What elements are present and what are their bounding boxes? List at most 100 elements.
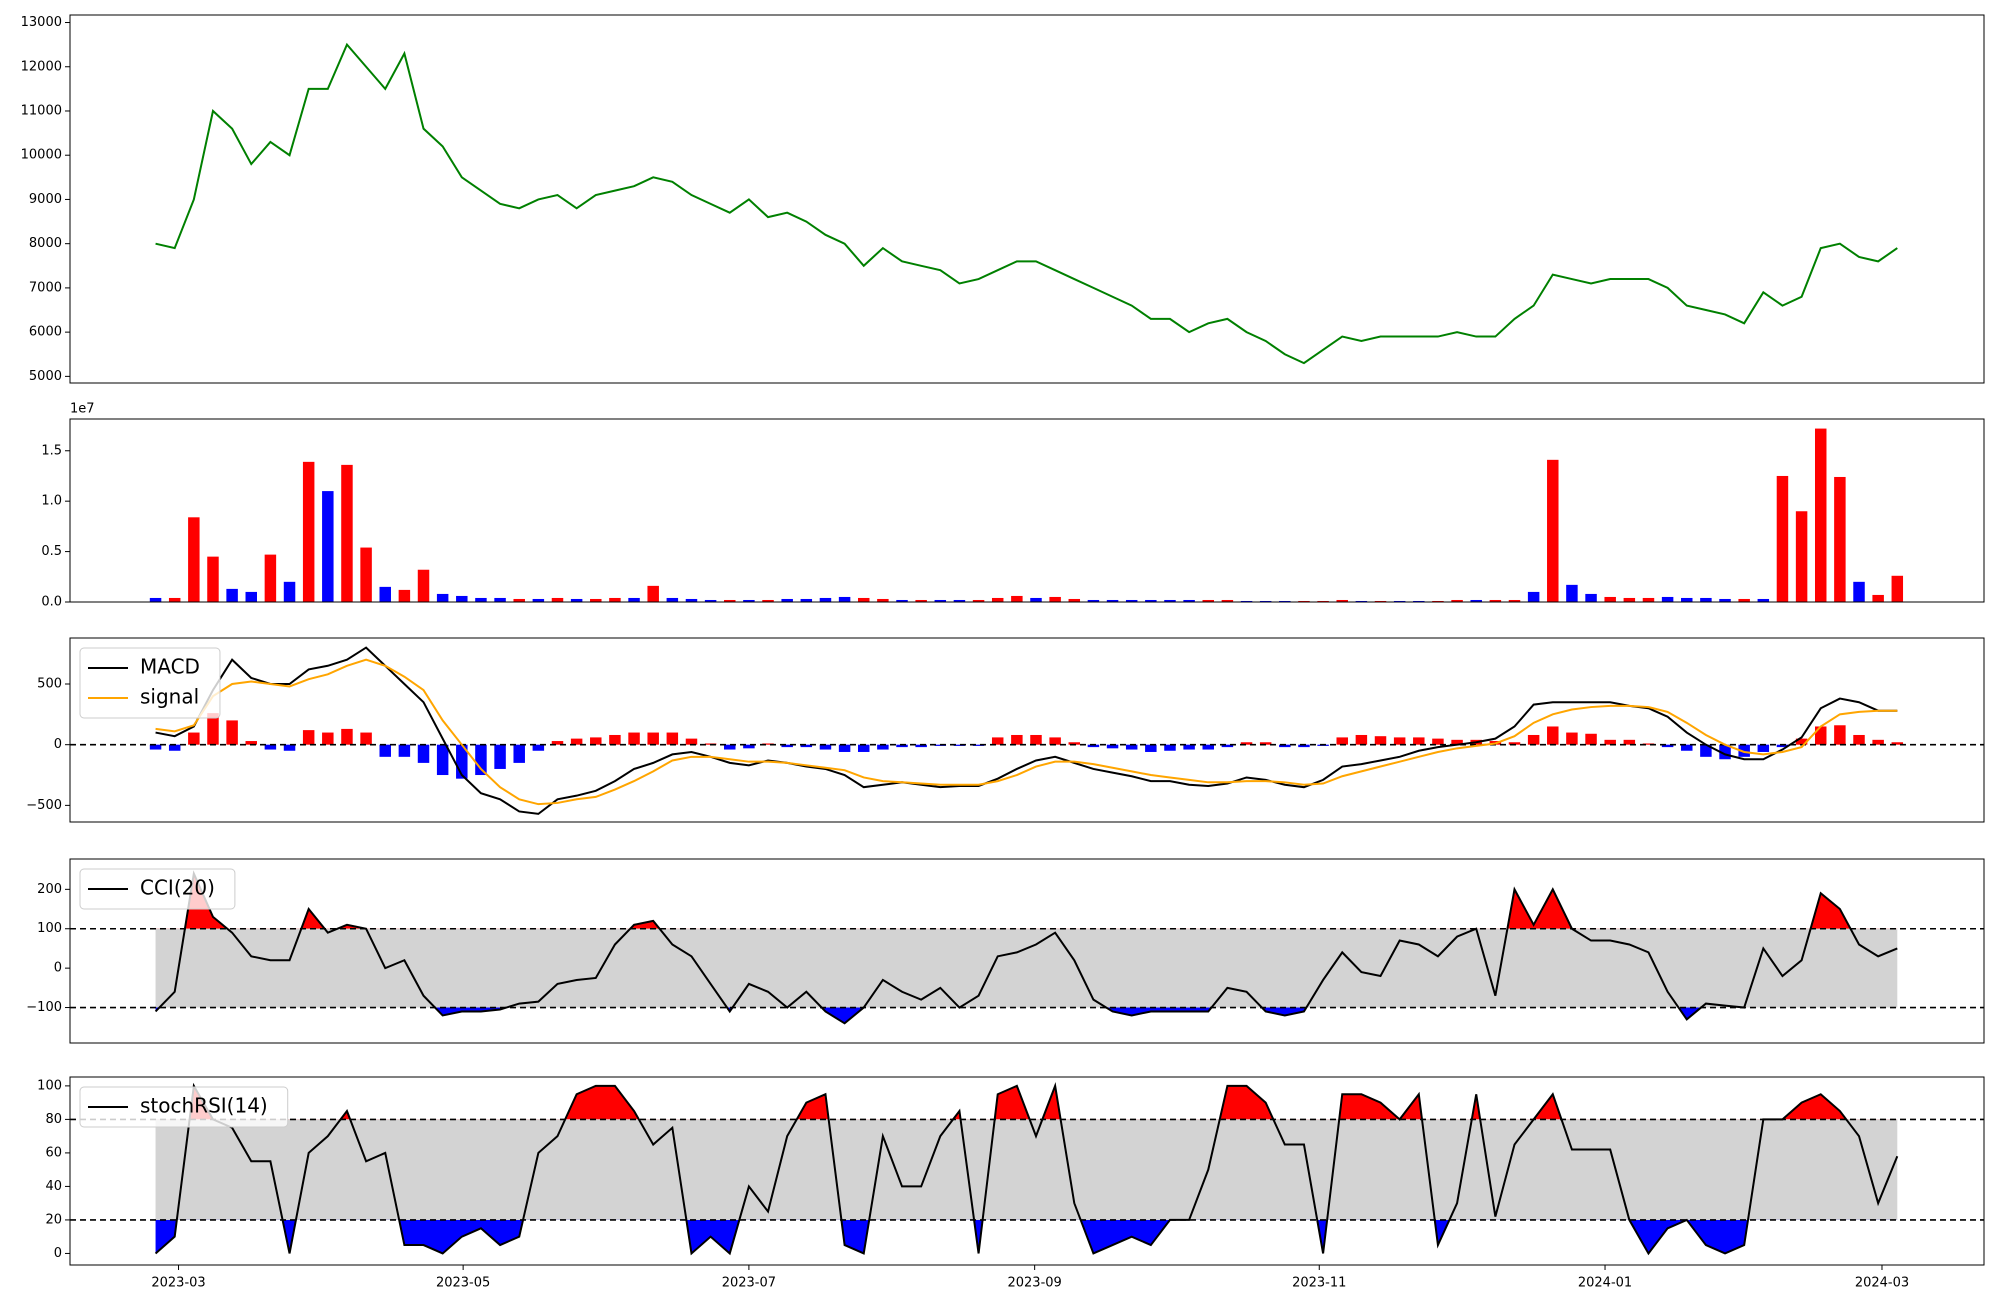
histogram-bar [647,732,659,745]
volume-bar [628,597,640,602]
histogram-bar [570,738,583,745]
volume-bar [398,589,411,602]
volume-bar [1125,599,1138,602]
volume-bar [149,597,162,602]
neutral-band [155,1119,1898,1220]
panel: 0 20 40 60 80 100 2023-03 2023-05 2023-07 2023-09… [37,1076,1985,1291]
histogram-bar [1795,738,1808,745]
y-tick-label: 200 [37,882,62,897]
y-tick-label: 9000 [29,192,62,207]
x-tick-label: 2023-09 [1007,1276,1061,1291]
histogram-bar [245,741,257,745]
volume-bar [379,586,391,602]
volume-bar [1719,598,1731,602]
legend-label: MACD [140,655,200,679]
histogram-bar [1814,726,1827,745]
volume-bar [283,581,296,602]
y-tick-label: 13000 [21,15,62,30]
y-tick-label: 7000 [29,280,62,295]
histogram-bar [1776,744,1789,748]
volume-bar [1795,511,1808,602]
volume-bar [953,599,966,602]
histogram-bar [551,741,564,745]
histogram-bar [1891,742,1904,745]
histogram-bar [953,744,966,746]
volume-bar [1470,599,1482,602]
y-tick-label: 0.5 [41,544,62,559]
volume-bar [896,599,908,602]
volume-bar [819,597,832,602]
y-tick-label: −500 [26,798,62,813]
volume-bar [666,597,679,602]
volume-bar [1049,596,1061,602]
legend: MACD signal [79,647,221,719]
histogram-bar [590,737,602,745]
y-tick-label: −100 [26,1000,62,1015]
volume-bar [1700,597,1712,602]
volume-bar [417,569,430,602]
histogram-bar [1259,742,1272,745]
y-tick-label: 0.0 [41,595,62,610]
x-tick-label: 2023-07 [722,1276,776,1291]
volume-bar [1489,599,1502,602]
volume-bar [456,595,468,602]
series-line [155,646,1898,815]
volume-bar [1681,597,1693,602]
histogram-bar [1164,744,1176,751]
histogram-bar [360,732,372,745]
volume-bar [188,517,200,602]
histogram-bar [628,732,640,745]
volume-bar [1011,595,1023,602]
y-tick-label: 100 [37,1078,62,1093]
histogram-bar [1298,744,1310,748]
y-tick-label: 5000 [29,369,62,384]
histogram-bar [1719,744,1731,760]
histogram-bar [819,744,832,750]
histogram-bar [436,744,449,776]
legend-label: signal [140,685,199,709]
histogram-bar [1623,739,1636,745]
volume-bar [1355,600,1368,602]
volume-bar [322,491,334,602]
histogram-bar [188,732,200,745]
histogram-bar [1068,742,1081,745]
volume-bar [1336,599,1348,602]
legend-box [79,647,221,719]
legend-box [79,868,236,910]
legend: CCI(20) [79,868,236,910]
volume-bar [1566,584,1578,602]
histogram-bar [1757,744,1770,752]
histogram-bar [1011,734,1023,745]
histogram-bar [762,743,774,745]
x-tick-label: 2024-03 [1855,1276,1909,1291]
offset-text: 1e7 [70,402,95,417]
legend-box [79,1086,289,1128]
histogram-bar [1393,737,1406,745]
histogram-bar [494,744,506,769]
volume-bar [1508,599,1521,602]
y-tick-label: 6000 [29,325,62,340]
volume-bar [1145,599,1157,602]
histogram-bar [513,744,525,763]
oversold-fill [155,1219,1898,1254]
volume-bar [972,599,985,602]
y-tick-label: 12000 [21,59,62,74]
neutral-band [155,928,1898,1008]
histogram-bar [1508,742,1521,745]
y-tick-label: 100 [37,921,62,936]
volume-bar [1374,600,1387,602]
volume-bar [877,598,889,602]
volume-bar [991,597,1004,602]
x-tick-label: 2023-05 [436,1276,490,1291]
volume-bar [685,598,698,602]
plot-frame [69,1076,1985,1266]
x-tick-label: 2023-11 [1292,1276,1346,1291]
histogram-bar [322,732,334,745]
histogram-bar [1240,742,1253,745]
volume-bar [570,598,583,602]
y-tick-label: 10000 [21,148,62,163]
volume-bar [1642,597,1655,602]
volume-bar [1547,459,1559,602]
volume-bar [1527,591,1540,602]
